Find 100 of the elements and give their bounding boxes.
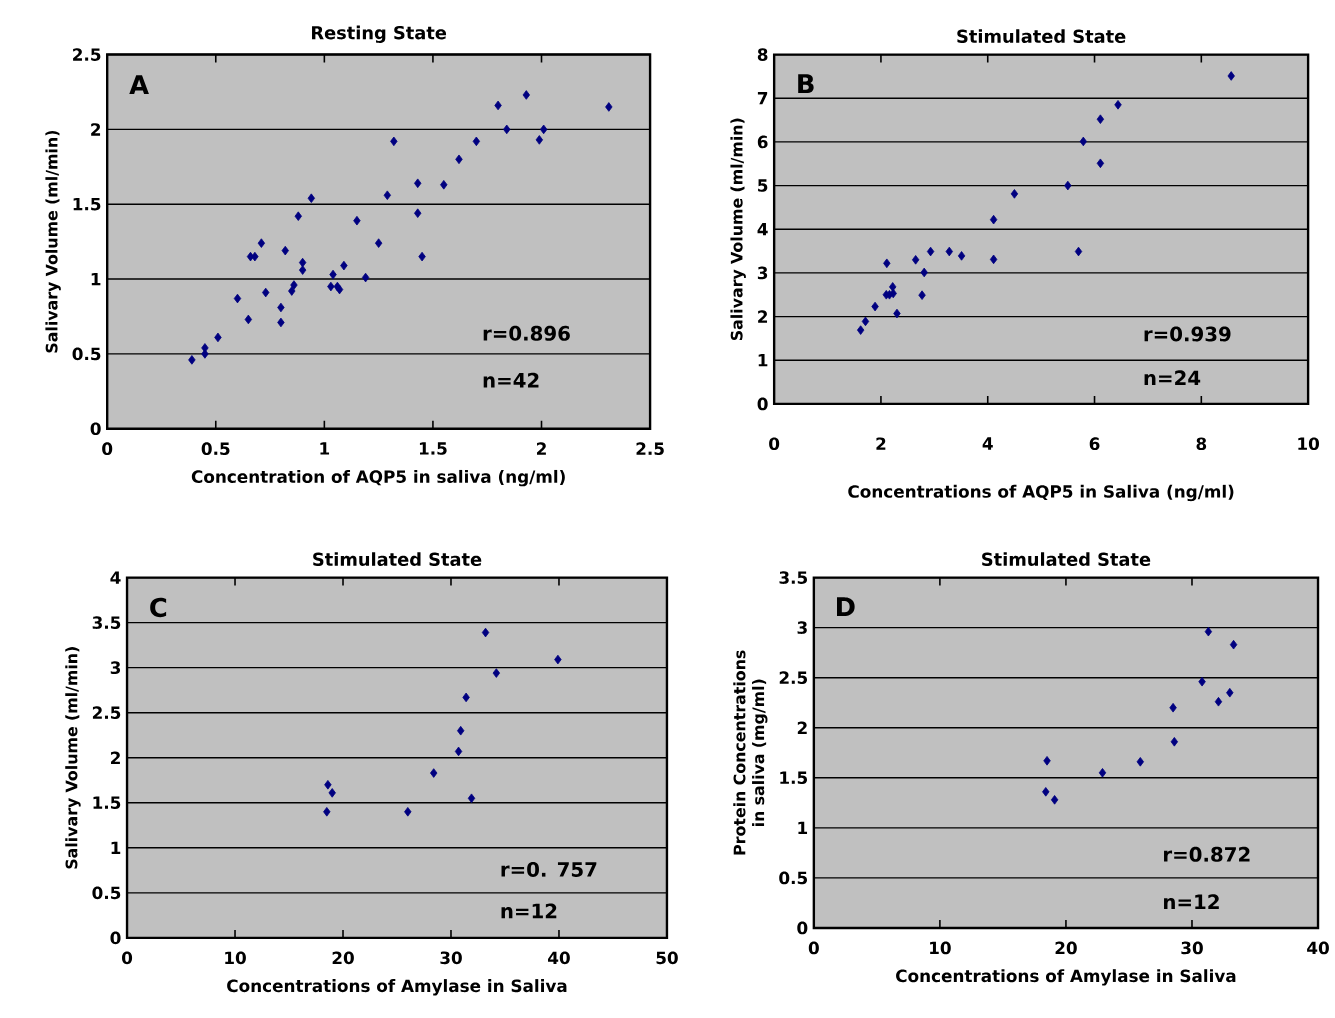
- point: [1010, 188, 1019, 199]
- y-tick-label: 0.5: [779, 871, 808, 885]
- y-tick-label: 1: [758, 354, 768, 367]
- x-tick-label: 50: [656, 951, 678, 965]
- point: [481, 627, 490, 638]
- x-tick-label: 40: [1307, 941, 1329, 955]
- point: [361, 272, 370, 283]
- y-tick-label: 1: [111, 841, 121, 854]
- x-axis-title: Concentrations of Amylase in Saliva: [896, 969, 1236, 986]
- y-tick-label: 2: [797, 721, 807, 734]
- x-tick-label: 0: [122, 951, 133, 965]
- point: [554, 654, 562, 665]
- point: [1042, 786, 1050, 797]
- point: [455, 154, 463, 164]
- point: [522, 90, 530, 100]
- point: [294, 211, 302, 221]
- point: [414, 178, 422, 188]
- point: [257, 238, 266, 248]
- point: [383, 190, 391, 200]
- x-tick-label: 10: [930, 941, 951, 955]
- chart-title: Resting State: [312, 25, 447, 43]
- point: [430, 768, 438, 778]
- point: [1204, 626, 1213, 637]
- point: [324, 779, 332, 790]
- x-tick-label: 20: [332, 951, 354, 965]
- y-tick-label: 8: [757, 48, 768, 61]
- annotation: D: [837, 597, 855, 616]
- point: [1079, 136, 1087, 147]
- x-tick-label: 8: [1196, 437, 1207, 450]
- y-tick-label: 3: [110, 661, 121, 674]
- y-tick-label: 3.5: [779, 571, 808, 584]
- x-tick-label: 0: [808, 941, 819, 955]
- point: [920, 267, 928, 278]
- chart-title: Stimulated State: [313, 552, 482, 566]
- point: [288, 286, 296, 296]
- point: [472, 136, 481, 147]
- point: [911, 254, 920, 265]
- point: [1229, 639, 1238, 650]
- point: [281, 245, 289, 256]
- y-tick-label: 0: [110, 931, 121, 945]
- point: [883, 258, 891, 268]
- y-tick-label: 1: [798, 821, 808, 834]
- point: [535, 134, 544, 145]
- x-tick-label: 2.5: [636, 442, 664, 455]
- point: [307, 193, 315, 203]
- point: [861, 316, 870, 327]
- point: [188, 354, 196, 365]
- x-tick-label: 2: [876, 437, 886, 450]
- chart-title: Stimulated State: [982, 552, 1151, 566]
- x-tick-label: 2: [536, 442, 546, 455]
- point: [327, 281, 335, 292]
- point: [889, 288, 897, 299]
- point: [492, 668, 501, 678]
- point: [989, 214, 998, 225]
- y-axis-title: Salivary Volume (ml/min): [730, 118, 746, 340]
- point: [233, 293, 242, 304]
- x-tick-label: 1.5: [419, 442, 447, 455]
- point: [1170, 736, 1179, 747]
- y-tick-label: 3: [757, 266, 768, 280]
- y-tick-label: 2: [758, 310, 768, 323]
- x-tick-label: 30: [1181, 941, 1203, 955]
- point: [298, 257, 307, 268]
- point: [1226, 687, 1234, 698]
- point: [1064, 180, 1072, 191]
- annotation: A: [129, 75, 149, 94]
- point: [414, 208, 422, 218]
- x-tick-label: 0.5: [201, 442, 230, 455]
- annotation: n=24: [1144, 370, 1201, 385]
- annotation: n=42: [483, 372, 539, 388]
- point: [418, 251, 426, 262]
- point: [374, 238, 383, 248]
- point: [893, 308, 901, 319]
- x-tick-label: 1: [320, 442, 330, 455]
- point: [277, 317, 285, 328]
- point: [945, 246, 953, 257]
- point: [1214, 696, 1223, 707]
- point: [1227, 71, 1235, 81]
- x-tick-label: 10: [1298, 437, 1319, 450]
- y-tick-label: 1: [91, 272, 101, 286]
- annotation: r=0.896: [483, 325, 570, 341]
- y-tick-label: 0: [90, 422, 101, 435]
- point: [1096, 158, 1105, 168]
- point: [244, 314, 253, 325]
- annotation: r=0.939: [1144, 326, 1231, 342]
- point: [989, 254, 998, 265]
- x-tick-label: 40: [548, 951, 570, 965]
- point: [1136, 756, 1144, 767]
- y-tick-label: 1.5: [780, 771, 808, 784]
- y-tick-label: 3.5: [92, 616, 121, 629]
- point: [494, 100, 502, 111]
- point: [503, 124, 511, 135]
- point: [390, 136, 398, 147]
- point: [918, 290, 926, 300]
- point: [353, 215, 361, 226]
- point: [1043, 755, 1051, 766]
- point: [457, 725, 465, 736]
- point: [1114, 99, 1122, 110]
- y-tick-label: 2.5: [92, 706, 121, 719]
- point: [926, 246, 935, 257]
- point: [201, 349, 209, 359]
